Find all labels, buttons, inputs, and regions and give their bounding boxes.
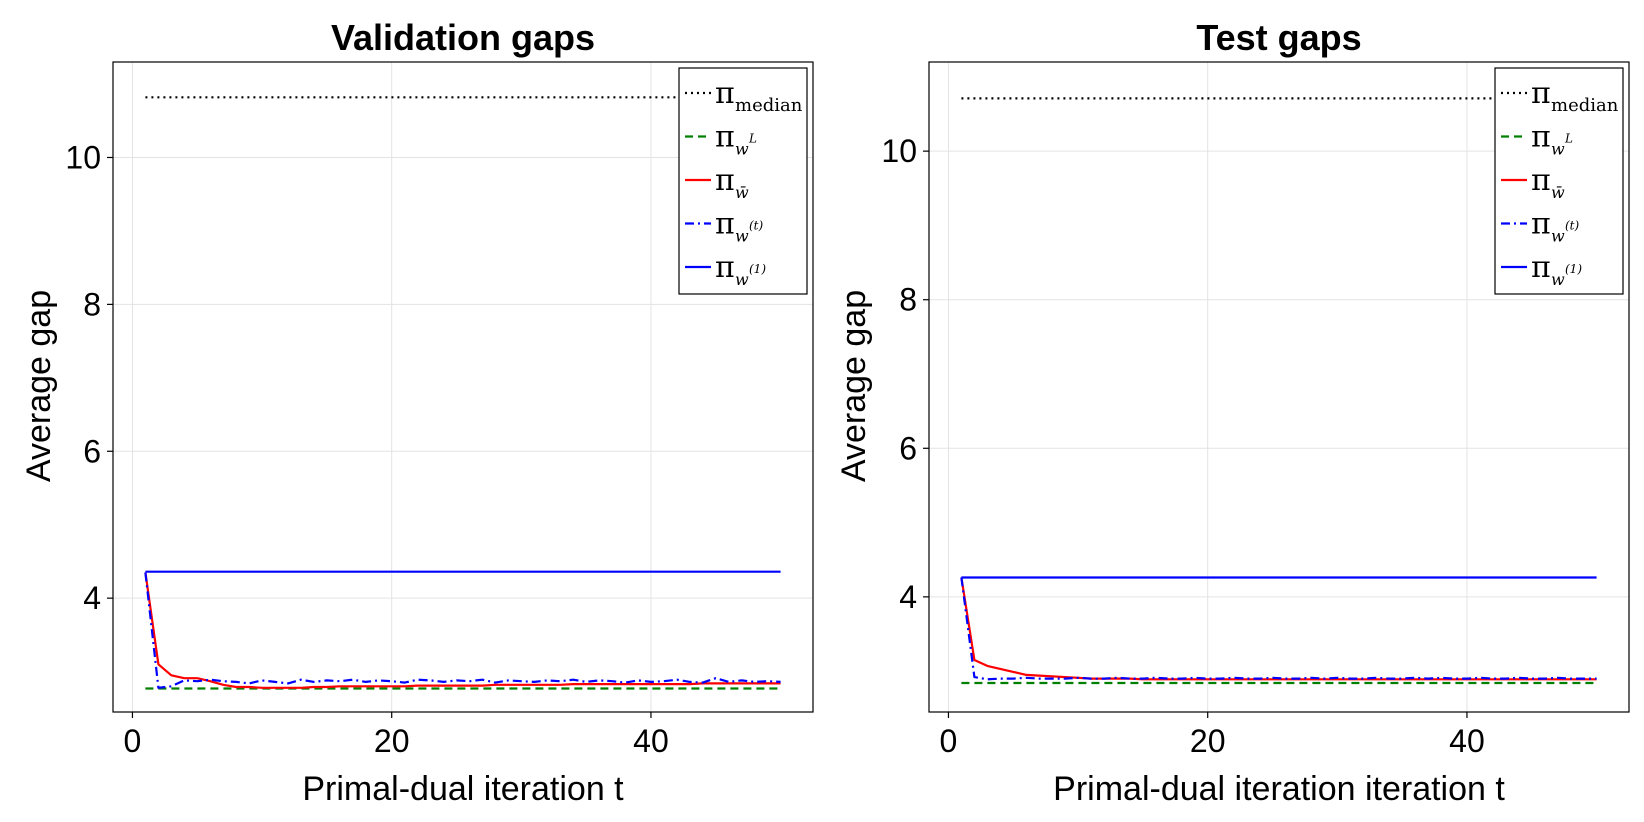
y-tick-label: 4	[899, 579, 917, 615]
legend-superscript: L	[748, 132, 757, 146]
legend-superscript: L	[1564, 132, 1573, 146]
legend-subscript: w	[735, 270, 749, 289]
chart-title: Validation gaps	[331, 17, 595, 58]
y-tick-label: 8	[899, 282, 917, 318]
x-tick-label: 40	[633, 723, 669, 759]
legend-subscript: median	[735, 95, 803, 116]
legend-subscript: w̄	[1551, 183, 1565, 202]
test-gaps-panel: Test gaps Primal-dual iteration iteratio…	[835, 17, 1630, 808]
y-tick-label: 10	[881, 133, 917, 169]
legend-symbol: π	[715, 250, 735, 285]
x-tick-label: 20	[1190, 723, 1226, 759]
legend-symbol: π	[715, 120, 735, 155]
legend-symbol: π	[1531, 163, 1551, 198]
legend-superscript: (t)	[1565, 219, 1580, 233]
legend-subscript: w	[1551, 270, 1565, 289]
legend-symbol: π	[1531, 250, 1551, 285]
legend-symbol: π	[1531, 120, 1551, 155]
y-tick-label: 6	[899, 430, 917, 466]
legend-superscript: (1)	[749, 262, 766, 276]
series-line	[144, 572, 781, 689]
legend-symbol: π	[1531, 76, 1551, 111]
x-tick-label: 40	[1449, 723, 1485, 759]
grid	[113, 62, 813, 712]
y-tick-label: 4	[83, 580, 101, 616]
series-group	[144, 96, 781, 690]
series-line	[960, 577, 1597, 681]
y-axis-label: Average gap	[20, 290, 58, 482]
legend-subscript: w	[1551, 227, 1565, 246]
x-tick-label: 0	[940, 723, 958, 759]
legend-superscript: (t)	[749, 219, 764, 233]
y-tick-label: 6	[83, 433, 101, 469]
legend-symbol: π	[715, 76, 735, 111]
plot-frame	[112, 61, 814, 713]
x-tick-label: 0	[124, 723, 142, 759]
legend-symbol: π	[715, 207, 735, 242]
legend-subscript: median	[1551, 95, 1619, 116]
legend-symbol: π	[715, 163, 735, 198]
y-tick-label: 8	[83, 286, 101, 322]
legend-superscript: (1)	[1565, 262, 1582, 276]
legend-subscript: w̄	[735, 183, 749, 202]
x-axis-label: Primal-dual iteration iteration t	[1053, 770, 1505, 808]
legend-subscript: w	[1551, 140, 1565, 159]
x-tick-label: 20	[374, 723, 410, 759]
legend-symbol: π	[1531, 207, 1551, 242]
chart-title: Test gaps	[1196, 17, 1361, 58]
y-axis-label: Average gap	[835, 290, 873, 482]
series-group	[960, 97, 1597, 685]
x-axis-label: Primal-dual iteration t	[302, 770, 624, 808]
series-line	[960, 577, 1597, 681]
y-tick-label: 10	[65, 139, 101, 175]
validation-gaps-panel: Validation gaps Primal-dual iteration t …	[20, 17, 814, 808]
grid	[929, 62, 1629, 712]
series-line	[144, 572, 781, 689]
legend-subscript: w	[735, 140, 749, 159]
plot-frame	[928, 61, 1630, 713]
legend-subscript: w	[735, 227, 749, 246]
